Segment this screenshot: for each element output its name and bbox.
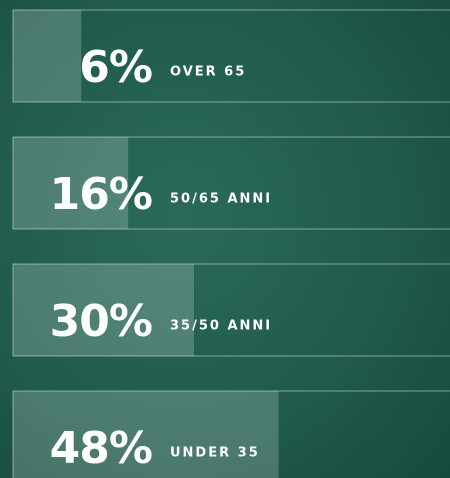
category-label: OVER 65 [170,65,246,80]
row-frame [12,390,450,478]
row-frame [12,263,450,357]
value-label: 6% [79,42,152,93]
value-label: 16% [50,169,152,220]
bar [13,137,129,229]
value-label: 48% [50,423,152,474]
row-frame [12,136,450,230]
bar [13,10,82,102]
category-label: 50/65 ANNI [170,192,272,207]
category-label: UNDER 35 [170,446,260,461]
row-frame [12,9,450,103]
bar [13,264,194,356]
value-label: 30% [50,296,152,347]
bar [13,391,279,478]
category-label: 35/50 ANNI [170,319,272,334]
